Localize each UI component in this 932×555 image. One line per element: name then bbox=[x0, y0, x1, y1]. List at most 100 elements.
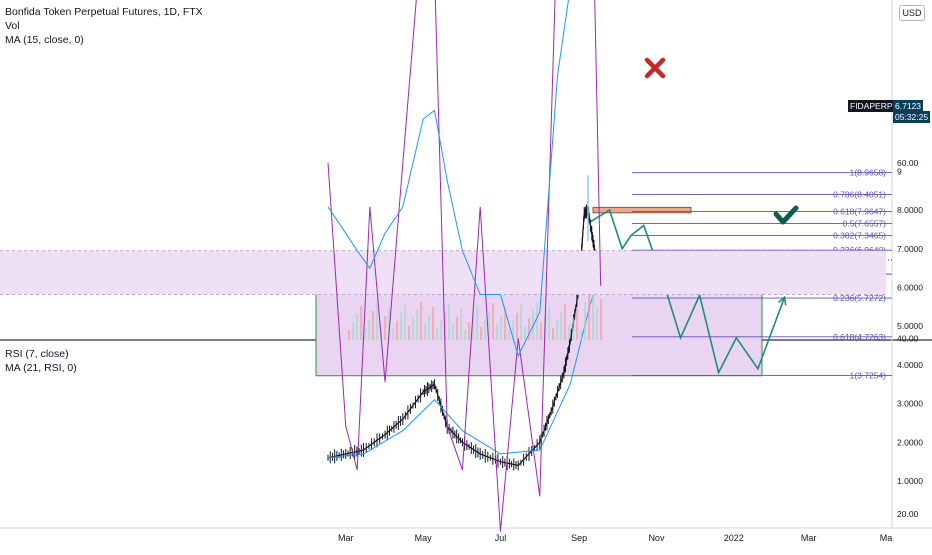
volume-bar bbox=[460, 309, 463, 340]
projection-arrowhead bbox=[777, 295, 787, 306]
volume-bar bbox=[412, 318, 415, 340]
volume-bar bbox=[464, 330, 467, 340]
volume-bar bbox=[596, 307, 599, 340]
currency-button[interactable]: USD bbox=[899, 5, 925, 21]
time-axis-label: Mar bbox=[338, 533, 354, 543]
volume-bar bbox=[472, 314, 475, 340]
time-axis-label: Jul bbox=[495, 533, 507, 543]
cross-icon bbox=[644, 57, 666, 79]
volume-bar bbox=[524, 326, 527, 340]
volume-bar bbox=[444, 312, 447, 340]
volume-bar bbox=[420, 302, 423, 340]
rsi-ma-label: MA (21, RSI, 0) bbox=[5, 362, 77, 374]
volume-bar bbox=[372, 311, 375, 340]
volume-bar bbox=[576, 309, 579, 340]
volume-bar bbox=[364, 327, 367, 340]
volume-bar bbox=[352, 322, 355, 340]
volume-bar bbox=[504, 308, 507, 340]
time-axis-label: Ma bbox=[880, 533, 893, 543]
price-axis-tick: 5.0000 bbox=[897, 321, 923, 331]
ma-label: MA (15, close, 0) bbox=[5, 34, 84, 46]
fib-level-label: 1(8.9658) bbox=[850, 168, 887, 178]
price-axis-tick: 7.0000 bbox=[897, 244, 923, 254]
fib-level-label: 0.786(8.4051) bbox=[833, 189, 886, 199]
volume-bar bbox=[480, 327, 483, 340]
volume-bar bbox=[492, 303, 495, 340]
check-icon bbox=[773, 205, 799, 225]
volume-bar bbox=[368, 319, 371, 340]
volume-bar bbox=[360, 306, 363, 340]
volume-bar bbox=[516, 313, 519, 340]
rsi-axis-tick: 20.00 bbox=[897, 509, 919, 519]
volume-bar bbox=[600, 299, 603, 340]
fib-level-label: 0.236(5.7272) bbox=[833, 293, 886, 303]
fib-level-label: 0.5(7.6557) bbox=[843, 218, 887, 228]
volume-bar bbox=[424, 323, 427, 340]
countdown-tag: 05:32:25 bbox=[893, 111, 931, 123]
symbol-tag: FIDAPERP bbox=[848, 100, 895, 112]
fib-level-label: 0.236(6.9640) bbox=[833, 245, 886, 255]
time-axis-label: 2022 bbox=[724, 533, 744, 543]
time-axis-label: Nov bbox=[648, 533, 665, 543]
volume-bar bbox=[552, 328, 555, 340]
volume-bar bbox=[560, 312, 563, 340]
price-axis-tick: 2.0000 bbox=[897, 437, 923, 447]
price-axis-tick: 9 bbox=[897, 166, 902, 176]
projection-path bbox=[590, 208, 786, 375]
volume-bar bbox=[384, 316, 387, 340]
volume-bar bbox=[528, 318, 531, 340]
rsi-ma-line bbox=[327, 0, 569, 358]
fib-level-label: 0.618(7.9647) bbox=[833, 206, 886, 216]
volume-bar bbox=[548, 307, 551, 340]
resistance-zone bbox=[592, 206, 692, 214]
volume-bar bbox=[456, 317, 459, 340]
price-axis-tick: 4.0000 bbox=[897, 360, 923, 370]
volume-bar bbox=[556, 320, 559, 340]
volume-bar bbox=[496, 324, 499, 340]
rsi-title: RSI (7, close) bbox=[5, 348, 69, 360]
time-axis-label: May bbox=[415, 533, 433, 543]
price-axis-tick: 6.0000 bbox=[897, 283, 923, 293]
price-axis-tick: 8.0000 bbox=[897, 205, 923, 215]
volume-bar bbox=[448, 304, 451, 340]
price-axis-tick: 1.0000 bbox=[897, 476, 923, 486]
volume-bar bbox=[572, 317, 575, 340]
vol-label: Vol bbox=[5, 20, 20, 32]
volume-bar bbox=[500, 316, 503, 340]
volume-bar bbox=[396, 321, 399, 340]
volume-bar bbox=[484, 319, 487, 340]
volume-bar bbox=[376, 303, 379, 340]
volume-bar bbox=[580, 330, 583, 340]
fib-level-label: 0.382(7.3465) bbox=[833, 230, 886, 240]
volume-bar bbox=[508, 329, 511, 340]
time-axis-label: Mar bbox=[801, 533, 817, 543]
volume-bar bbox=[568, 325, 571, 340]
volume-bar bbox=[564, 304, 567, 340]
volume-bar bbox=[404, 305, 407, 340]
volume-bar bbox=[584, 302, 587, 340]
volume-bar bbox=[428, 315, 431, 340]
volume-bar bbox=[432, 307, 435, 340]
price-axis-tick: 3.0000 bbox=[897, 399, 923, 409]
volume-bar bbox=[400, 313, 403, 340]
fib-level-label: 1(3.7254) bbox=[850, 371, 887, 381]
volume-bar bbox=[468, 322, 471, 340]
volume-bar bbox=[540, 323, 543, 340]
volume-bar bbox=[436, 328, 439, 340]
volume-bar bbox=[452, 325, 455, 340]
volume-bar bbox=[348, 330, 351, 340]
rsi-axis-tick: 40.00 bbox=[897, 333, 919, 343]
last-price-tag: 6.7123 bbox=[893, 100, 923, 112]
volume-bar bbox=[488, 311, 491, 340]
fib-level-label: 0.618(4.7263) bbox=[833, 332, 886, 342]
volume-bar bbox=[588, 294, 591, 340]
volume-bar bbox=[512, 321, 515, 340]
time-axis-label: Sep bbox=[571, 533, 587, 543]
volume-bar bbox=[356, 314, 359, 340]
ma-line bbox=[327, 275, 602, 459]
price-series-line bbox=[327, 208, 602, 467]
volume-bar bbox=[536, 302, 539, 340]
volume-bar bbox=[388, 308, 391, 340]
